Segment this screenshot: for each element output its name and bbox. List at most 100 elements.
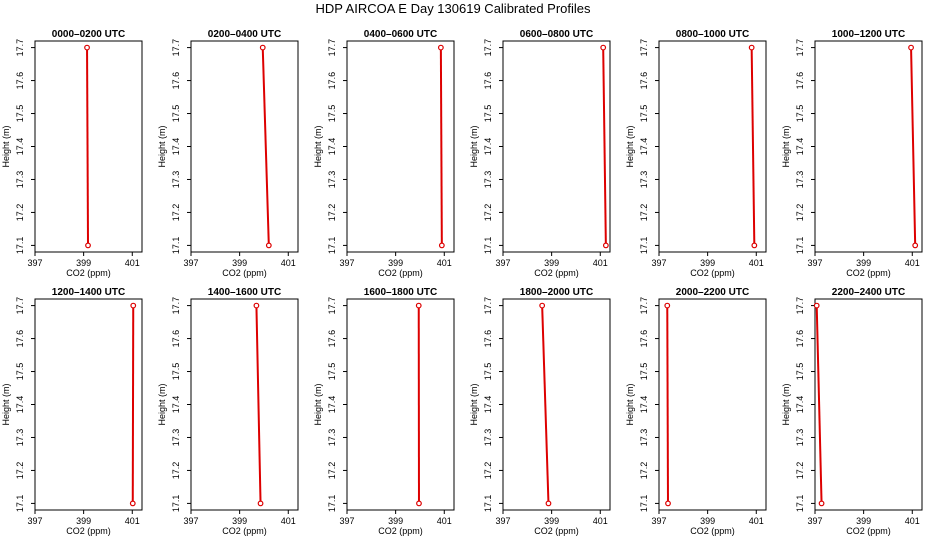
y-tick-label: 17.5 <box>171 105 181 123</box>
panel-title: 2000–2200 UTC <box>676 287 749 298</box>
x-tick-label: 401 <box>905 516 920 526</box>
y-axis-label: Height (m) <box>157 125 167 167</box>
x-tick-label: 401 <box>437 258 452 268</box>
y-tick-label: 17.6 <box>483 330 493 348</box>
x-tick-label: 397 <box>651 258 666 268</box>
y-tick-label: 17.2 <box>15 462 25 480</box>
data-point <box>813 302 820 309</box>
y-axis-label: Height (m) <box>781 125 791 167</box>
data-point <box>265 242 272 249</box>
profile-line <box>541 305 550 504</box>
y-tick-label: 17.2 <box>483 462 493 480</box>
panel-3: 0600–0800 UTC 397 399 401 17.1 17.2 17.3 17.4 17… <box>469 29 611 278</box>
profile-line <box>910 47 917 246</box>
x-tick-label: 399 <box>700 516 715 526</box>
x-axis-label: CO2 (ppm) <box>846 526 891 536</box>
x-tick-label: 399 <box>232 258 247 268</box>
y-tick-label: 17.6 <box>639 72 649 90</box>
x-tick-label: 397 <box>495 258 510 268</box>
data-point <box>438 242 445 249</box>
x-axis-label: CO2 (ppm) <box>846 268 891 278</box>
y-tick-label: 17.2 <box>483 204 493 222</box>
x-axis-label: CO2 (ppm) <box>534 526 579 536</box>
y-tick-label: 17.5 <box>171 363 181 381</box>
x-axis-label: CO2 (ppm) <box>378 268 423 278</box>
y-tick-label: 17.4 <box>327 396 337 414</box>
data-point <box>257 500 264 507</box>
y-tick-label: 17.7 <box>795 39 805 57</box>
x-tick-label: 399 <box>544 258 559 268</box>
x-tick-label: 397 <box>495 516 510 526</box>
panel-title: 0400–0600 UTC <box>364 29 437 40</box>
y-tick-label: 17.7 <box>327 39 337 57</box>
y-tick-label: 17.4 <box>795 396 805 414</box>
x-axis-label: CO2 (ppm) <box>66 268 111 278</box>
x-tick-label: 399 <box>388 516 403 526</box>
data-point <box>602 242 609 249</box>
x-tick-label: 399 <box>856 258 871 268</box>
y-tick-label: 17.3 <box>639 171 649 189</box>
x-tick-label: 397 <box>183 516 198 526</box>
plot-frame <box>190 298 299 511</box>
y-tick-label: 17.4 <box>171 396 181 414</box>
plot-frame <box>34 298 143 511</box>
data-point <box>437 44 444 51</box>
profile-line <box>439 47 443 246</box>
y-tick-label: 17.6 <box>795 330 805 348</box>
y-tick-label: 17.5 <box>795 105 805 123</box>
profile-line <box>86 47 90 246</box>
x-tick-label: 401 <box>749 258 764 268</box>
x-tick-label: 401 <box>905 258 920 268</box>
y-tick-label: 17.6 <box>327 72 337 90</box>
data-point <box>539 302 546 309</box>
y-axis-label: Height (m) <box>469 125 479 167</box>
panel-10: 2000–2200 UTC 397 399 401 17.1 17.2 17.3 17.4 17… <box>625 287 767 536</box>
profile-line <box>815 305 823 504</box>
y-tick-label: 17.1 <box>639 495 649 513</box>
y-axis-label: Height (m) <box>625 383 635 425</box>
y-axis-label: Height (m) <box>469 383 479 425</box>
y-tick-label: 17.6 <box>171 330 181 348</box>
x-axis-label: CO2 (ppm) <box>378 526 423 536</box>
panels-container: 0000–0200 UTC 397 399 401 17.1 17.2 17.3 17.4 17… <box>1 29 923 536</box>
y-tick-label: 17.3 <box>15 429 25 447</box>
data-point <box>908 44 914 51</box>
x-axis-label: CO2 (ppm) <box>690 268 735 278</box>
y-tick-label: 17.5 <box>795 363 805 381</box>
y-tick-label: 17.4 <box>327 138 337 156</box>
y-tick-label: 17.6 <box>483 72 493 90</box>
y-tick-label: 17.1 <box>15 495 25 513</box>
profile-line <box>666 305 669 504</box>
x-tick-label: 401 <box>281 516 296 526</box>
data-point <box>545 500 552 507</box>
panel-8: 1600–1800 UTC 397 399 401 17.1 17.2 17.3 17.4 17… <box>313 287 455 536</box>
y-tick-label: 17.3 <box>639 429 649 447</box>
y-tick-label: 17.7 <box>483 297 493 315</box>
data-point <box>259 44 266 51</box>
data-point <box>130 302 137 309</box>
y-tick-label: 17.3 <box>483 429 493 447</box>
y-tick-label: 17.4 <box>483 396 493 414</box>
y-tick-label: 17.7 <box>483 39 493 57</box>
x-tick-label: 397 <box>807 516 822 526</box>
y-tick-label: 17.5 <box>327 105 337 123</box>
x-tick-label: 397 <box>807 258 822 268</box>
panel-1: 0200–0400 UTC 397 399 401 17.1 17.2 17.3 17.4 17… <box>157 29 299 278</box>
plot-frame <box>346 40 455 253</box>
plot-frame <box>814 298 923 511</box>
x-tick-label: 401 <box>125 258 140 268</box>
panel-title: 2200–2400 UTC <box>832 287 905 298</box>
panel-11: 2200–2400 UTC 397 399 401 17.1 17.2 17.3 17.4 17… <box>781 287 923 536</box>
plot-frame <box>502 40 611 253</box>
y-tick-label: 17.5 <box>639 363 649 381</box>
y-axis-label: Height (m) <box>1 383 11 425</box>
profile-line <box>602 47 607 246</box>
x-tick-label: 401 <box>593 258 608 268</box>
panel-title: 1400–1600 UTC <box>208 287 281 298</box>
panel-title: 0200–0400 UTC <box>208 29 281 40</box>
y-tick-label: 17.3 <box>795 171 805 189</box>
x-tick-label: 399 <box>544 516 559 526</box>
data-point <box>664 302 671 309</box>
data-point <box>415 302 422 309</box>
